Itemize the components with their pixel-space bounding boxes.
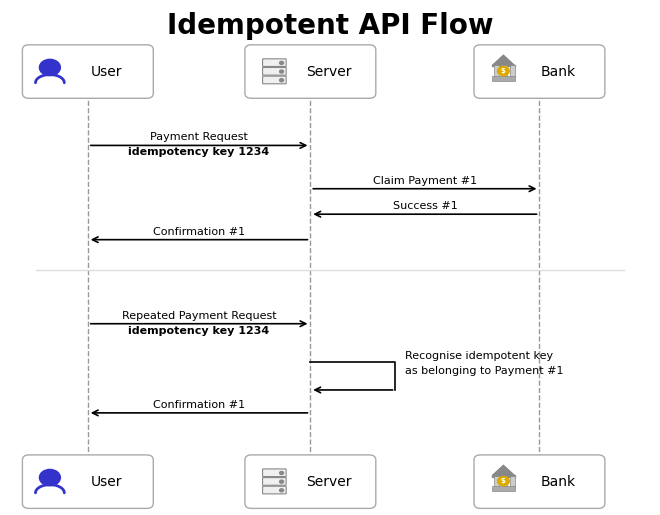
- FancyBboxPatch shape: [474, 45, 605, 98]
- Circle shape: [40, 59, 60, 76]
- FancyBboxPatch shape: [492, 76, 515, 81]
- Circle shape: [40, 470, 60, 486]
- Circle shape: [280, 70, 284, 73]
- Text: Recognise idempotent key: Recognise idempotent key: [405, 351, 553, 361]
- FancyBboxPatch shape: [245, 45, 376, 98]
- FancyBboxPatch shape: [474, 455, 605, 508]
- Circle shape: [498, 476, 510, 486]
- Circle shape: [280, 480, 284, 483]
- Circle shape: [280, 79, 284, 82]
- FancyBboxPatch shape: [263, 76, 286, 84]
- FancyBboxPatch shape: [510, 65, 515, 77]
- Text: idempotency key 1234: idempotency key 1234: [129, 326, 270, 336]
- FancyBboxPatch shape: [492, 486, 515, 491]
- Text: Success #1: Success #1: [393, 201, 457, 211]
- FancyBboxPatch shape: [263, 469, 286, 476]
- Polygon shape: [492, 466, 515, 475]
- Text: Bank: Bank: [540, 475, 576, 489]
- FancyBboxPatch shape: [263, 67, 286, 75]
- FancyBboxPatch shape: [502, 475, 507, 487]
- Polygon shape: [492, 55, 515, 65]
- Circle shape: [498, 66, 510, 76]
- Circle shape: [280, 471, 284, 474]
- Text: User: User: [90, 64, 122, 79]
- Text: $: $: [501, 68, 506, 74]
- Text: as belonging to Payment #1: as belonging to Payment #1: [405, 366, 564, 376]
- FancyBboxPatch shape: [494, 475, 499, 487]
- Text: Idempotent API Flow: Idempotent API Flow: [167, 12, 493, 40]
- Text: Bank: Bank: [540, 64, 576, 79]
- Polygon shape: [492, 475, 515, 476]
- FancyBboxPatch shape: [263, 59, 286, 66]
- Text: Repeated Payment Request: Repeated Payment Request: [122, 311, 277, 321]
- FancyBboxPatch shape: [22, 455, 153, 508]
- Text: Server: Server: [306, 475, 351, 489]
- Text: Server: Server: [306, 64, 351, 79]
- Circle shape: [280, 489, 284, 492]
- Circle shape: [280, 61, 284, 64]
- FancyBboxPatch shape: [263, 477, 286, 485]
- Polygon shape: [492, 65, 515, 66]
- Text: Claim Payment #1: Claim Payment #1: [373, 176, 477, 186]
- Text: Confirmation #1: Confirmation #1: [153, 227, 245, 236]
- FancyBboxPatch shape: [245, 455, 376, 508]
- FancyBboxPatch shape: [494, 65, 499, 77]
- FancyBboxPatch shape: [502, 65, 507, 77]
- Text: Payment Request: Payment Request: [150, 132, 248, 142]
- Text: idempotency key 1234: idempotency key 1234: [129, 147, 270, 158]
- FancyBboxPatch shape: [263, 486, 286, 494]
- FancyBboxPatch shape: [22, 45, 153, 98]
- FancyBboxPatch shape: [510, 475, 515, 487]
- Text: User: User: [90, 475, 122, 489]
- Text: Confirmation #1: Confirmation #1: [153, 400, 245, 410]
- Text: $: $: [501, 478, 506, 484]
